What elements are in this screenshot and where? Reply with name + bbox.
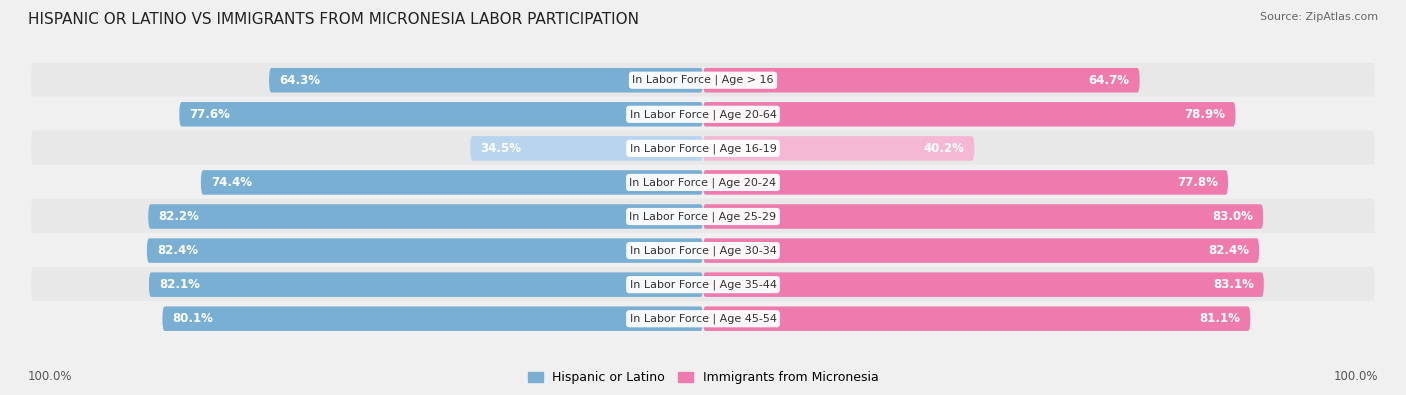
Text: HISPANIC OR LATINO VS IMMIGRANTS FROM MICRONESIA LABOR PARTICIPATION: HISPANIC OR LATINO VS IMMIGRANTS FROM MI…: [28, 12, 640, 27]
FancyBboxPatch shape: [146, 238, 703, 263]
FancyBboxPatch shape: [703, 307, 1250, 331]
Text: 77.6%: 77.6%: [190, 108, 231, 121]
Text: In Labor Force | Age 25-29: In Labor Force | Age 25-29: [630, 211, 776, 222]
FancyBboxPatch shape: [31, 131, 1375, 166]
Text: 40.2%: 40.2%: [924, 142, 965, 155]
FancyBboxPatch shape: [31, 233, 1375, 268]
Text: 80.1%: 80.1%: [173, 312, 214, 325]
Text: 83.0%: 83.0%: [1212, 210, 1253, 223]
FancyBboxPatch shape: [149, 273, 703, 297]
FancyBboxPatch shape: [31, 301, 1375, 337]
Text: 34.5%: 34.5%: [481, 142, 522, 155]
Text: In Labor Force | Age > 16: In Labor Force | Age > 16: [633, 75, 773, 85]
FancyBboxPatch shape: [703, 102, 1236, 126]
Text: 74.4%: 74.4%: [211, 176, 252, 189]
Text: 64.7%: 64.7%: [1088, 74, 1129, 87]
Text: 100.0%: 100.0%: [28, 370, 73, 383]
Text: 78.9%: 78.9%: [1184, 108, 1226, 121]
FancyBboxPatch shape: [703, 204, 1263, 229]
Legend: Hispanic or Latino, Immigrants from Micronesia: Hispanic or Latino, Immigrants from Micr…: [523, 367, 883, 389]
FancyBboxPatch shape: [703, 170, 1227, 195]
FancyBboxPatch shape: [470, 136, 703, 161]
Text: 82.1%: 82.1%: [159, 278, 200, 291]
Text: In Labor Force | Age 45-54: In Labor Force | Age 45-54: [630, 314, 776, 324]
FancyBboxPatch shape: [31, 267, 1375, 302]
FancyBboxPatch shape: [31, 97, 1375, 132]
Text: 100.0%: 100.0%: [1333, 370, 1378, 383]
Text: 77.8%: 77.8%: [1177, 176, 1218, 189]
FancyBboxPatch shape: [31, 199, 1375, 234]
FancyBboxPatch shape: [31, 62, 1375, 98]
Text: In Labor Force | Age 20-24: In Labor Force | Age 20-24: [630, 177, 776, 188]
FancyBboxPatch shape: [703, 136, 974, 161]
Text: In Labor Force | Age 35-44: In Labor Force | Age 35-44: [630, 279, 776, 290]
FancyBboxPatch shape: [180, 102, 703, 126]
FancyBboxPatch shape: [148, 204, 703, 229]
Text: 82.2%: 82.2%: [159, 210, 200, 223]
Text: Source: ZipAtlas.com: Source: ZipAtlas.com: [1260, 12, 1378, 22]
FancyBboxPatch shape: [163, 307, 703, 331]
Text: 64.3%: 64.3%: [280, 74, 321, 87]
FancyBboxPatch shape: [703, 68, 1140, 92]
Text: 83.1%: 83.1%: [1213, 278, 1254, 291]
FancyBboxPatch shape: [269, 68, 703, 92]
Text: 82.4%: 82.4%: [157, 244, 198, 257]
Text: In Labor Force | Age 20-64: In Labor Force | Age 20-64: [630, 109, 776, 120]
Text: 81.1%: 81.1%: [1199, 312, 1240, 325]
FancyBboxPatch shape: [703, 273, 1264, 297]
FancyBboxPatch shape: [201, 170, 703, 195]
FancyBboxPatch shape: [31, 165, 1375, 200]
Text: In Labor Force | Age 16-19: In Labor Force | Age 16-19: [630, 143, 776, 154]
FancyBboxPatch shape: [703, 238, 1260, 263]
Text: 82.4%: 82.4%: [1208, 244, 1249, 257]
Text: In Labor Force | Age 30-34: In Labor Force | Age 30-34: [630, 245, 776, 256]
